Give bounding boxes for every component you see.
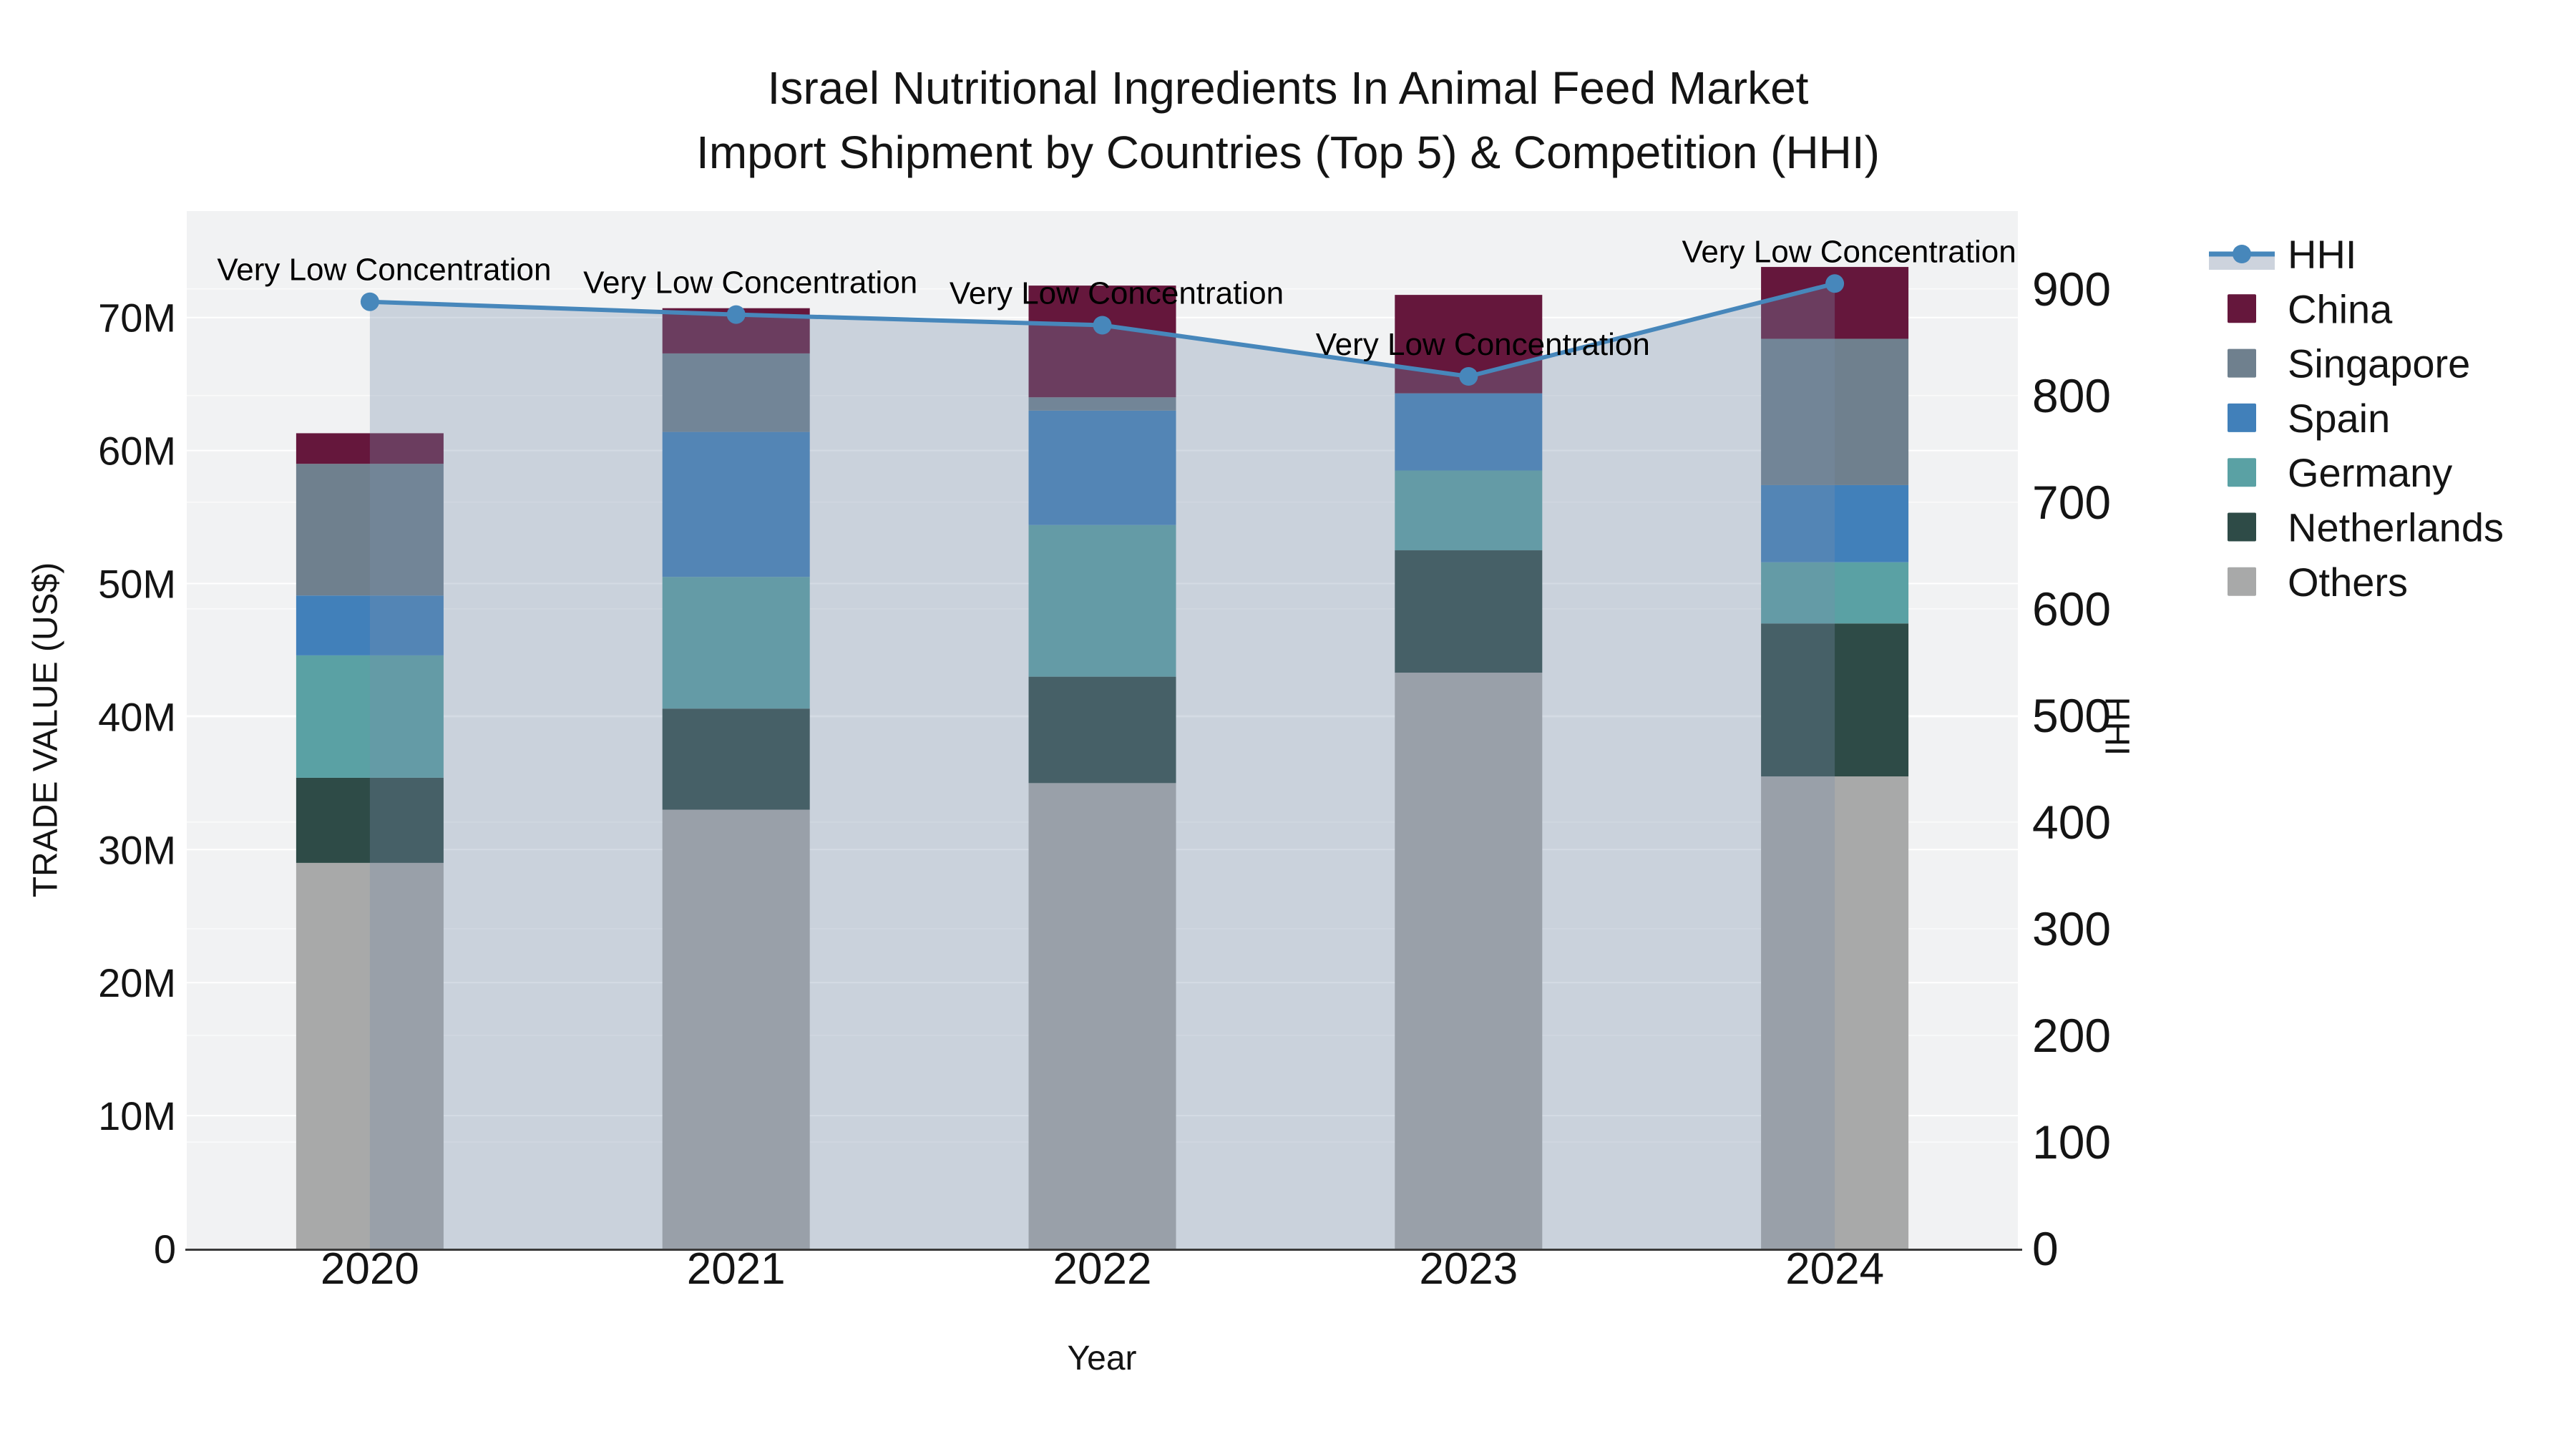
annotation-2021: Very Low Concentration: [583, 265, 917, 301]
legend-swatch-others: [2228, 567, 2256, 596]
bar-others-2023[interactable]: [1395, 673, 1543, 1249]
bar-spain-2021[interactable]: [662, 431, 810, 577]
x-axis-title: Year: [1067, 1340, 1137, 1377]
legend-item-singapore[interactable]: Singapore: [2228, 341, 2470, 386]
y-right-axis-title: HHI: [2097, 696, 2136, 756]
bar-germany-2023[interactable]: [1395, 470, 1543, 551]
annotation-2023: Very Low Concentration: [1316, 327, 1650, 362]
chart-title-line1: Israel Nutritional Ingredients In Animal…: [767, 62, 1809, 114]
bar-singapore-2024[interactable]: [1761, 338, 1909, 485]
legend-item-hhi[interactable]: HHI: [2209, 232, 2356, 277]
legend-item-netherlands[interactable]: Netherlands: [2228, 505, 2504, 550]
legend-label-netherlands: Netherlands: [2288, 505, 2504, 550]
hhi-marker-2023[interactable]: [1459, 367, 1478, 386]
annotation-2022: Very Low Concentration: [950, 276, 1284, 311]
legend-swatch-germany: [2228, 458, 2256, 487]
y-right-tick-900: 900: [2032, 263, 2111, 316]
y-right-tick-300: 300: [2032, 902, 2111, 955]
hhi-marker-2022[interactable]: [1093, 316, 1112, 335]
legend-label-others: Others: [2288, 560, 2408, 605]
bar-netherlands-2022[interactable]: [1028, 676, 1176, 784]
chart-title-line2: Import Shipment by Countries (Top 5) & C…: [696, 127, 1880, 178]
y-left-tick-30M: 30M: [98, 827, 176, 872]
legend-item-china[interactable]: China: [2228, 286, 2393, 331]
x-tick-2021: 2021: [687, 1244, 786, 1294]
bar-germany-2022[interactable]: [1028, 525, 1176, 677]
bar-singapore-2020[interactable]: [296, 464, 444, 596]
bar-netherlands-2021[interactable]: [662, 708, 810, 810]
legend-swatch-spain: [2228, 403, 2256, 432]
y-right-tick-100: 100: [2032, 1116, 2111, 1169]
bar-germany-2024[interactable]: [1761, 562, 1909, 624]
annotation-2020: Very Low Concentration: [217, 253, 551, 288]
chart-title: Israel Nutritional Ingredients In Animal…: [0, 56, 2576, 185]
y-left-tick-0: 0: [154, 1226, 176, 1272]
bar-spain-2022[interactable]: [1028, 410, 1176, 525]
bar-others-2020[interactable]: [296, 862, 444, 1249]
legend-item-others[interactable]: Others: [2228, 560, 2408, 605]
legend-label-spain: Spain: [2288, 396, 2390, 441]
y-left-axis-title: TRADE VALUE (US$): [26, 562, 65, 898]
x-tick-2023: 2023: [1419, 1244, 1518, 1294]
x-tick-2020: 2020: [321, 1244, 419, 1294]
y-left-tick-20M: 20M: [98, 960, 176, 1005]
bar-china-2022[interactable]: [1028, 286, 1176, 398]
legend-label-china: China: [2288, 286, 2393, 331]
bar-germany-2020[interactable]: [296, 655, 444, 778]
y-right-tick-0: 0: [2032, 1222, 2059, 1275]
legend-label-singapore: Singapore: [2288, 341, 2470, 386]
legend-item-spain[interactable]: Spain: [2228, 396, 2390, 441]
hhi-fill-area: [369, 283, 1835, 1249]
bar-germany-2021[interactable]: [662, 577, 810, 709]
legend-item-germany[interactable]: Germany: [2228, 450, 2452, 495]
x-tick-2022: 2022: [1053, 1244, 1152, 1294]
y-right-tick-800: 800: [2032, 369, 2111, 422]
bar-singapore-2021[interactable]: [662, 353, 810, 432]
legend-swatch-netherlands: [2228, 512, 2256, 542]
hhi-marker-2024[interactable]: [1825, 274, 1845, 293]
bar-netherlands-2023[interactable]: [1395, 550, 1543, 673]
annotation-2024: Very Low Concentration: [1682, 234, 2016, 269]
y-left-tick-70M: 70M: [98, 296, 176, 341]
legend-hhi-marker-sample: [2233, 245, 2251, 263]
bar-spain-2024[interactable]: [1761, 484, 1909, 562]
y-right-tick-500: 500: [2032, 689, 2111, 742]
y-left-tick-40M: 40M: [98, 694, 176, 739]
hhi-marker-2020[interactable]: [360, 292, 379, 311]
legend-label-hhi: HHI: [2288, 232, 2356, 277]
legend-label-germany: Germany: [2288, 450, 2452, 495]
bar-singapore-2022[interactable]: [1028, 397, 1176, 411]
bar-others-2022[interactable]: [1028, 783, 1176, 1249]
bar-netherlands-2024[interactable]: [1761, 623, 1909, 777]
y-right-tick-600: 600: [2032, 582, 2111, 635]
bar-others-2021[interactable]: [662, 809, 810, 1249]
bar-china-2020[interactable]: [296, 433, 444, 464]
y-left-tick-50M: 50M: [98, 562, 176, 607]
legend-swatch-china: [2228, 294, 2256, 323]
hhi-marker-2021[interactable]: [726, 305, 746, 324]
bar-spain-2020[interactable]: [296, 595, 444, 655]
x-tick-2024: 2024: [1785, 1244, 1884, 1294]
y-right-tick-200: 200: [2032, 1009, 2111, 1062]
y-right-tick-400: 400: [2032, 796, 2111, 849]
y-left-tick-60M: 60M: [98, 429, 176, 474]
bar-spain-2023[interactable]: [1395, 393, 1543, 471]
y-right-tick-700: 700: [2032, 476, 2111, 529]
y-left-tick-10M: 10M: [98, 1093, 176, 1138]
legend-swatch-singapore: [2228, 348, 2256, 378]
bar-others-2024[interactable]: [1761, 776, 1909, 1249]
bar-netherlands-2020[interactable]: [296, 777, 444, 863]
